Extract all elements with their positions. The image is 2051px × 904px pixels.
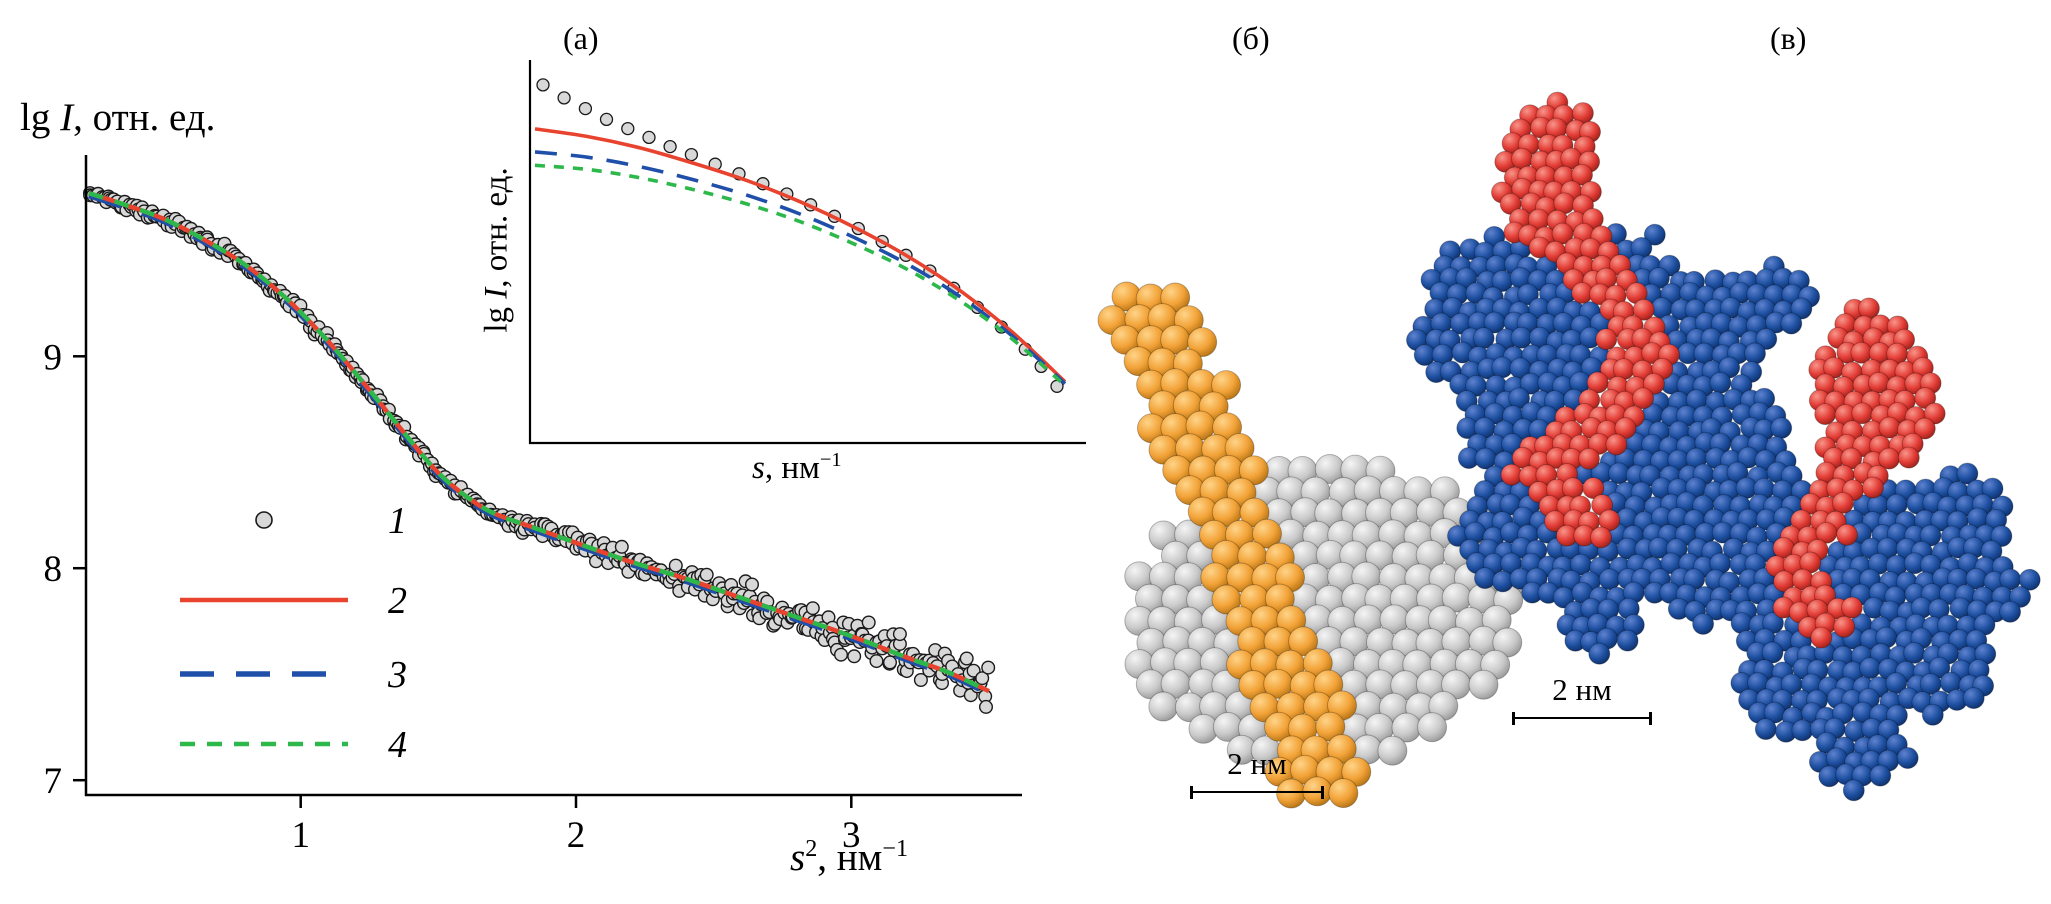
inset-y-label-rest: , отн. ед. xyxy=(478,167,515,288)
inset-x-label-sup2: −1 xyxy=(819,449,842,471)
scale-bar-v: 2 нм xyxy=(1512,672,1652,725)
main-x-label-var: s xyxy=(790,836,806,879)
inset-y-label-prefix: lg xyxy=(478,298,515,333)
x-tick-1: 1 xyxy=(291,815,310,856)
inset-y-label-var: I xyxy=(478,287,515,299)
inset-lines xyxy=(534,127,1067,387)
main-tick-labels: 7 8 9 1 2 3 xyxy=(44,337,861,856)
bead-layer-orange xyxy=(1097,281,1372,809)
y-tick-7: 7 xyxy=(44,761,63,802)
scale-bar-v-right-tick xyxy=(1649,712,1652,725)
inset-y-axis-label: lg I, отн. ед. xyxy=(479,167,516,332)
main-x-label-sup2: −1 xyxy=(882,835,909,862)
main-plot: 7 8 9 1 2 3 1 2 3 4 xyxy=(44,155,1022,856)
panel-label-a: (а) xyxy=(563,20,599,56)
legend-marker-1 xyxy=(255,511,273,529)
main-y-label-var: I xyxy=(60,96,74,139)
inset-x-label-var: s xyxy=(752,450,765,486)
panel-label-b: (б) xyxy=(1232,20,1270,56)
legend-label-2: 2 xyxy=(388,580,407,622)
scale-bar-b-right-tick xyxy=(1321,786,1324,799)
fit-line-3 xyxy=(88,193,991,697)
bead-model-b xyxy=(1097,281,1535,809)
main-x-label-sup: 2 xyxy=(805,835,818,862)
fit-line-4 xyxy=(88,190,990,694)
inset-scatter xyxy=(536,78,1064,393)
scale-bar-b-label: 2 нм xyxy=(1227,746,1287,781)
main-legend: 1 2 3 4 xyxy=(180,500,407,766)
main-scatter xyxy=(82,186,996,714)
x-tick-3: 3 xyxy=(842,815,861,856)
inset-line-3 xyxy=(534,150,1067,385)
y-tick-8: 8 xyxy=(44,549,63,590)
scale-bar-v-line xyxy=(1512,712,1652,725)
inset-axis xyxy=(528,60,1086,445)
inset-x-label-rest: , нм xyxy=(764,450,820,486)
molecule-layer-blue xyxy=(1406,223,2041,802)
main-x-label-rest: , нм xyxy=(817,836,883,879)
legend-label-4: 4 xyxy=(388,724,407,766)
scale-bar-b: 2 нм xyxy=(1190,746,1324,799)
molecule-models xyxy=(1406,91,2041,802)
main-y-label-prefix: lg xyxy=(20,96,61,139)
y-tick-9: 9 xyxy=(44,337,63,378)
scale-bar-v-left-tick xyxy=(1512,712,1515,725)
scale-bar-b-line xyxy=(1190,786,1324,799)
inset-line-4 xyxy=(534,163,1067,387)
scale-bar-v-label: 2 нм xyxy=(1552,672,1612,707)
main-y-axis-label: lg I, отн. ед. xyxy=(20,95,215,140)
inset-x-axis-label: s, нм−1 xyxy=(752,449,842,487)
main-y-label-rest: , отн. ед. xyxy=(73,96,216,139)
x-tick-2: 2 xyxy=(567,815,586,856)
panel-label-v: (в) xyxy=(1770,20,1807,56)
legend-label-3: 3 xyxy=(387,654,407,696)
inset-line-2 xyxy=(534,127,1067,384)
legend-label-1: 1 xyxy=(388,500,407,542)
molecule-layer-red xyxy=(1491,91,1946,649)
main-x-axis-label: s2, нм−1 xyxy=(790,835,908,880)
scale-bar-b-left-tick xyxy=(1190,786,1193,799)
main-axis xyxy=(73,155,1022,808)
inset-plot xyxy=(528,60,1086,445)
main-fit-lines xyxy=(88,190,991,697)
